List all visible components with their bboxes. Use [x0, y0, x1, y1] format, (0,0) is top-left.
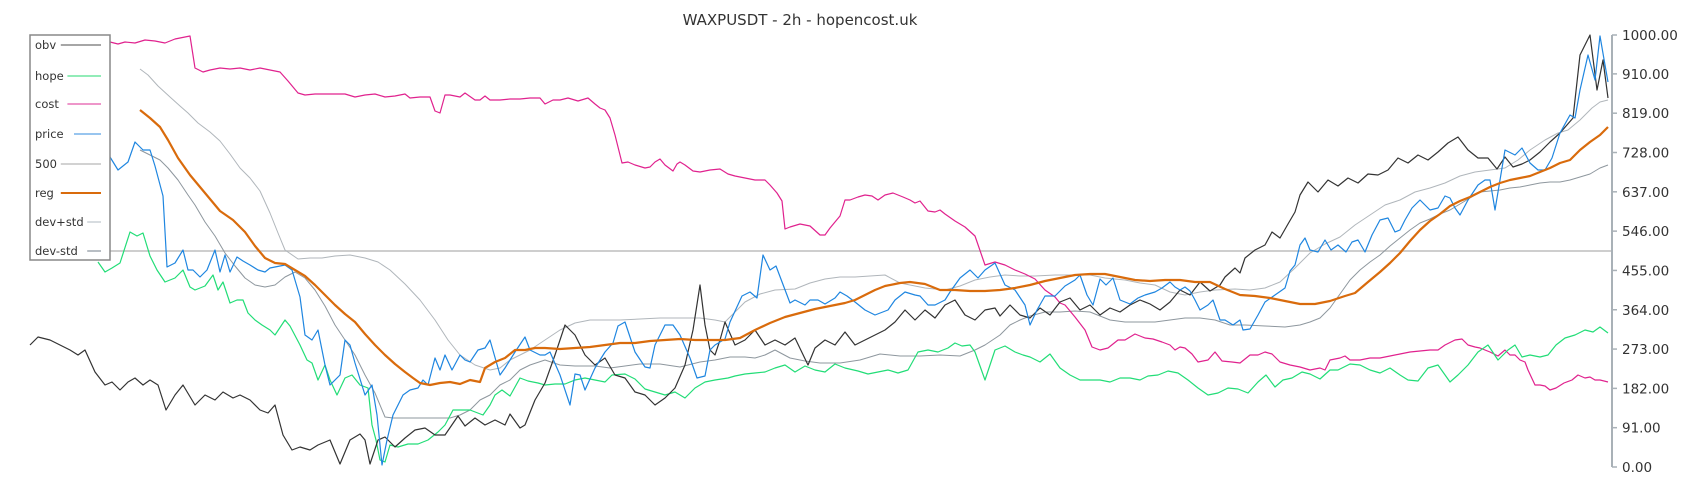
legend: obv hope cost price 500 reg dev+std dev-std — [29, 34, 111, 261]
y-tick-label: 728.00 — [1622, 146, 1669, 162]
y-tick-label: 1000.00 — [1622, 28, 1678, 44]
legend-label: cost — [35, 97, 59, 111]
series-devminusstd-line — [139, 149, 1609, 419]
y-tick-label: 0.00 — [1622, 460, 1652, 476]
y-axis: 1000.00 910.00 819.00 728.00 637.00 546.00 455… — [1611, 28, 1678, 476]
y-tick-label: 546.00 — [1622, 224, 1669, 240]
series-devplusstd-line — [139, 68, 1609, 371]
chart-title: WAXPUSDT - 2h - hopencost.uk — [683, 11, 918, 29]
series-price-line — [109, 35, 1609, 466]
y-tick-label: 455.00 — [1622, 263, 1669, 279]
y-tick-label: 819.00 — [1622, 106, 1669, 122]
legend-label: price — [35, 127, 64, 141]
y-tick-label: 182.00 — [1622, 381, 1669, 397]
series-obv-line — [29, 34, 1609, 465]
series-hope-line — [97, 231, 1609, 463]
y-tick-label: 364.00 — [1622, 303, 1669, 319]
y-tick-label: 910.00 — [1622, 67, 1669, 83]
y-tick-label: 637.00 — [1622, 185, 1669, 201]
series-cost-line — [109, 35, 1609, 391]
y-tick-label: 91.00 — [1622, 421, 1661, 437]
legend-label: 500 — [35, 157, 57, 171]
series-reg-line — [139, 109, 1609, 387]
legend-label: hope — [35, 69, 64, 83]
legend-label: dev-std — [35, 244, 78, 258]
series-layer — [29, 34, 1609, 466]
legend-label: obv — [35, 38, 56, 52]
y-tick-label: 273.00 — [1622, 342, 1669, 358]
legend-label: reg — [35, 186, 54, 200]
legend-label: dev+std — [35, 215, 84, 229]
